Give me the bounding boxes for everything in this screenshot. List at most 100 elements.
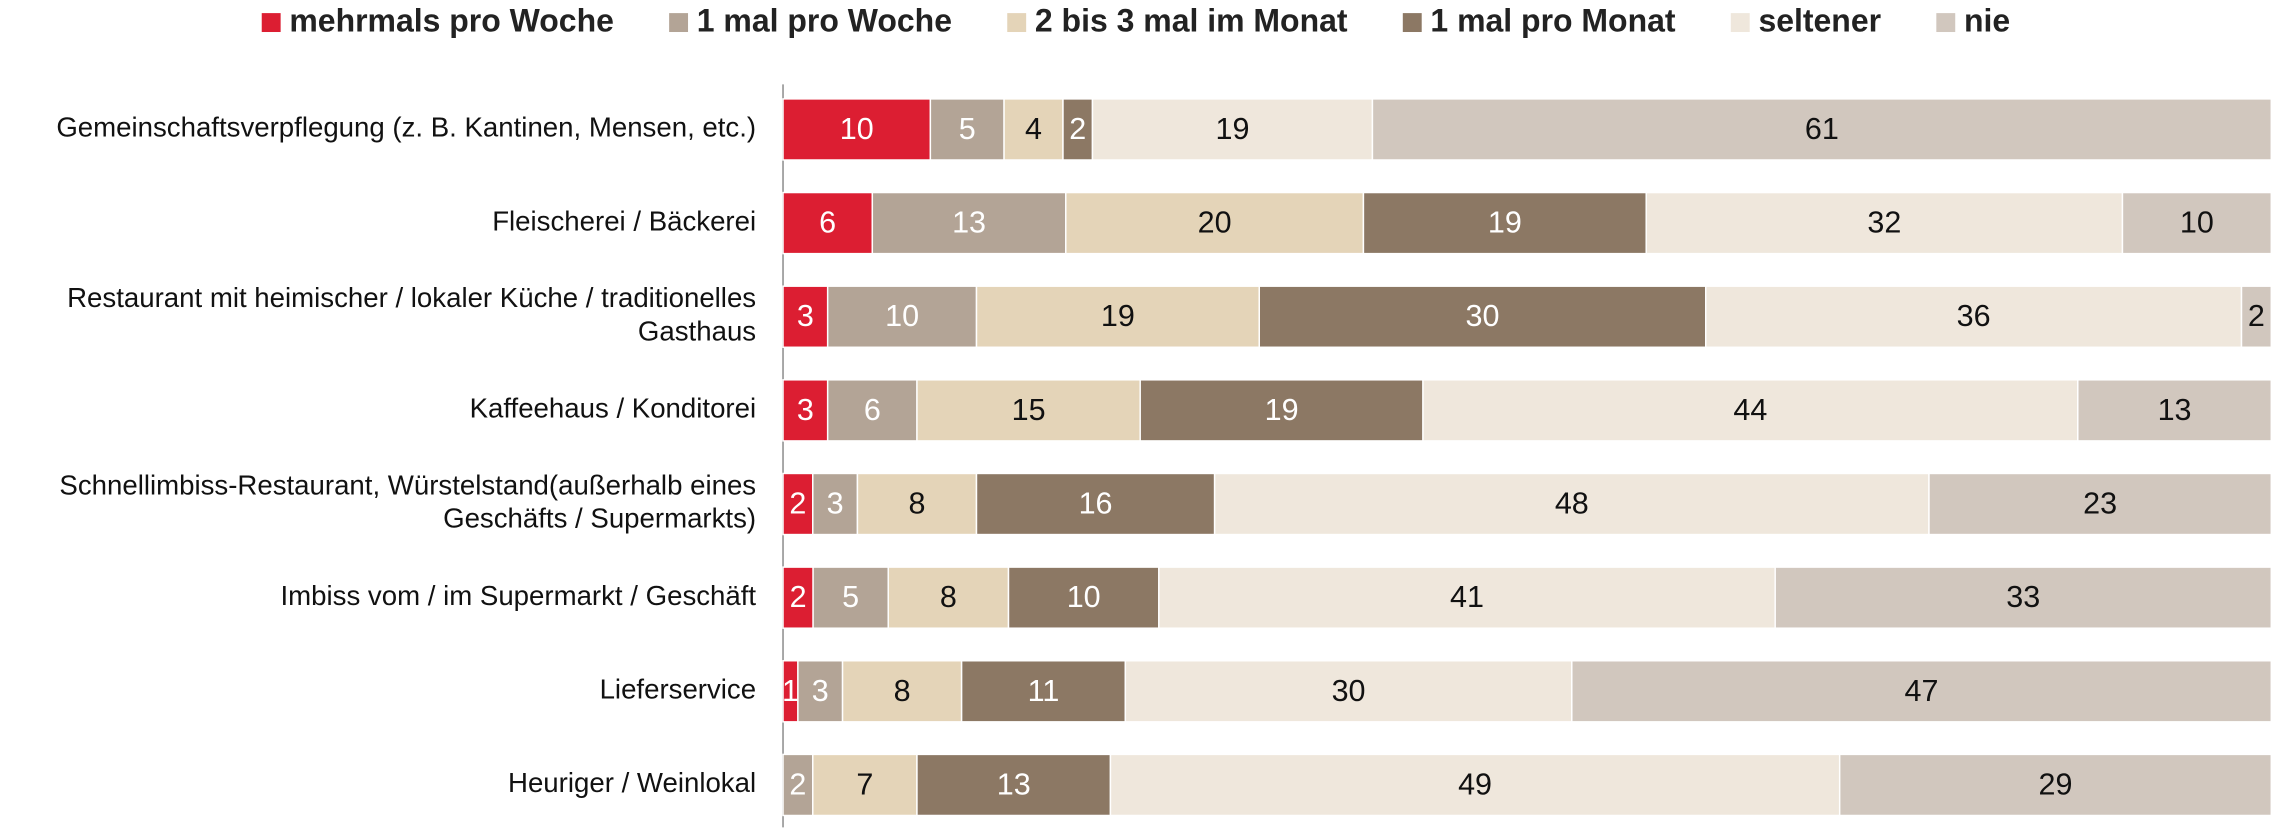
legend: mehrmals pro Woche 1 mal pro Woche 2 bis 3… [261, 3, 2010, 39]
bar-segment [1571, 660, 2273, 723]
bar-segment [856, 472, 978, 536]
bar-segment [1124, 660, 1573, 723]
bar-segment [1371, 98, 2273, 161]
data-label: 6 [864, 393, 881, 427]
data-label: 32 [1867, 206, 1901, 240]
legend-label: nie [1964, 3, 2010, 39]
bar-segment [1838, 753, 2273, 817]
bar-segment [929, 98, 1005, 161]
bar-segment [1007, 566, 1160, 629]
bar-segment [1003, 98, 1064, 161]
data-label: 33 [2006, 580, 2040, 614]
bar-segment [1774, 566, 2273, 629]
data-label: 41 [1450, 580, 1484, 614]
bar-segment [916, 379, 1141, 442]
data-label: 36 [1957, 299, 1991, 333]
bar-segment [960, 660, 1127, 723]
data-label: 13 [952, 206, 986, 240]
data-label: 2 [790, 580, 807, 614]
bar-segment [1645, 191, 2124, 255]
legend-label: seltener [1758, 3, 1881, 39]
bar-segment [1109, 753, 1841, 817]
bar-segment [1362, 191, 1647, 255]
data-label: 6 [819, 206, 836, 240]
bar-segment [2121, 191, 2273, 255]
category-label: Gemeinschaftsverpflegung (z. B. Kantinen… [56, 112, 756, 143]
data-label: 16 [1079, 487, 1113, 521]
data-label: 8 [894, 674, 911, 708]
category-label: Restaurant mit heimischer / lokaler Küch… [67, 282, 756, 346]
data-label: 5 [959, 112, 976, 146]
data-label: 19 [1101, 299, 1135, 333]
data-label: 4 [1025, 112, 1042, 146]
data-label: 8 [940, 580, 957, 614]
data-label: 3 [797, 299, 814, 333]
data-label: 2 [789, 487, 806, 521]
legend-label: 1 mal pro Woche [697, 3, 952, 39]
data-label: 10 [885, 299, 919, 333]
data-label: 23 [2083, 487, 2117, 521]
data-label: 8 [908, 487, 925, 521]
bar-segment [782, 379, 829, 442]
data-label: 2 [2248, 299, 2265, 333]
data-label: 2 [789, 767, 806, 801]
category-label: Kaffeehaus / Konditorei [470, 393, 757, 424]
data-label: 1 [782, 674, 799, 708]
bar-segment [1065, 191, 1365, 255]
category-label: Heuriger / Weinlokal [508, 767, 756, 798]
category-label: Schnellimbiss-Restaurant, Würstelstand(a… [59, 470, 756, 534]
legend-label: 1 mal pro Monat [1430, 3, 1675, 39]
data-label: 19 [1215, 112, 1249, 146]
plot-area: Gemeinschaftsverpflegung (z. B. Kantinen… [56, 84, 2273, 828]
data-label: 3 [797, 393, 814, 427]
data-label: 3 [812, 674, 829, 708]
bar-segment [916, 753, 1112, 817]
bar-segment [1213, 472, 1930, 536]
data-label: 10 [1067, 580, 1101, 614]
bar-segment [1705, 285, 2243, 348]
data-label: 10 [2180, 206, 2214, 240]
bar-segment [975, 472, 1216, 536]
bar-segment [2240, 285, 2273, 348]
data-label: 30 [1466, 299, 1500, 333]
legend-label: 2 bis 3 mal im Monat [1035, 3, 1348, 39]
data-label: 13 [2158, 393, 2192, 427]
bar-segment [812, 566, 889, 629]
category-label: Fleischerei / Bäckerei [492, 205, 756, 236]
data-label: 19 [1265, 393, 1299, 427]
bar-segment [887, 566, 1010, 629]
data-label: 30 [1332, 674, 1366, 708]
legend-swatch [261, 13, 281, 33]
bar-segment [826, 379, 918, 442]
bar-segment [975, 285, 1260, 348]
data-label: 61 [1805, 112, 1839, 146]
data-label: 10 [840, 112, 874, 146]
bar-segment [812, 472, 859, 536]
data-label: 7 [856, 767, 873, 801]
data-label: 19 [1488, 206, 1522, 240]
data-label: 48 [1555, 487, 1589, 521]
bar-segment [782, 285, 829, 348]
legend-label: mehrmals pro Woche [289, 3, 614, 39]
bar-segment [841, 660, 963, 723]
data-label: 44 [1733, 393, 1767, 427]
legend-swatch [1936, 13, 1956, 33]
bar-segment [1258, 285, 1707, 348]
data-label: 11 [1028, 674, 1060, 708]
bar-segment [1422, 379, 2079, 442]
legend-swatch [669, 13, 689, 33]
bar-segment [826, 285, 978, 348]
bar-segment [797, 660, 844, 723]
bar-segment [2077, 379, 2273, 442]
data-label: 47 [1905, 674, 1939, 708]
bar-segment [782, 753, 814, 817]
data-label: 29 [2039, 767, 2073, 801]
data-label: 20 [1198, 206, 1232, 240]
category-label: Imbiss vom / im Supermarkt / Geschäft [280, 580, 756, 611]
data-label: 49 [1458, 767, 1492, 801]
legend-swatch [1730, 13, 1750, 33]
bar-segment [1928, 472, 2273, 536]
data-label: 13 [997, 767, 1031, 801]
bar-segment [1158, 566, 1776, 629]
